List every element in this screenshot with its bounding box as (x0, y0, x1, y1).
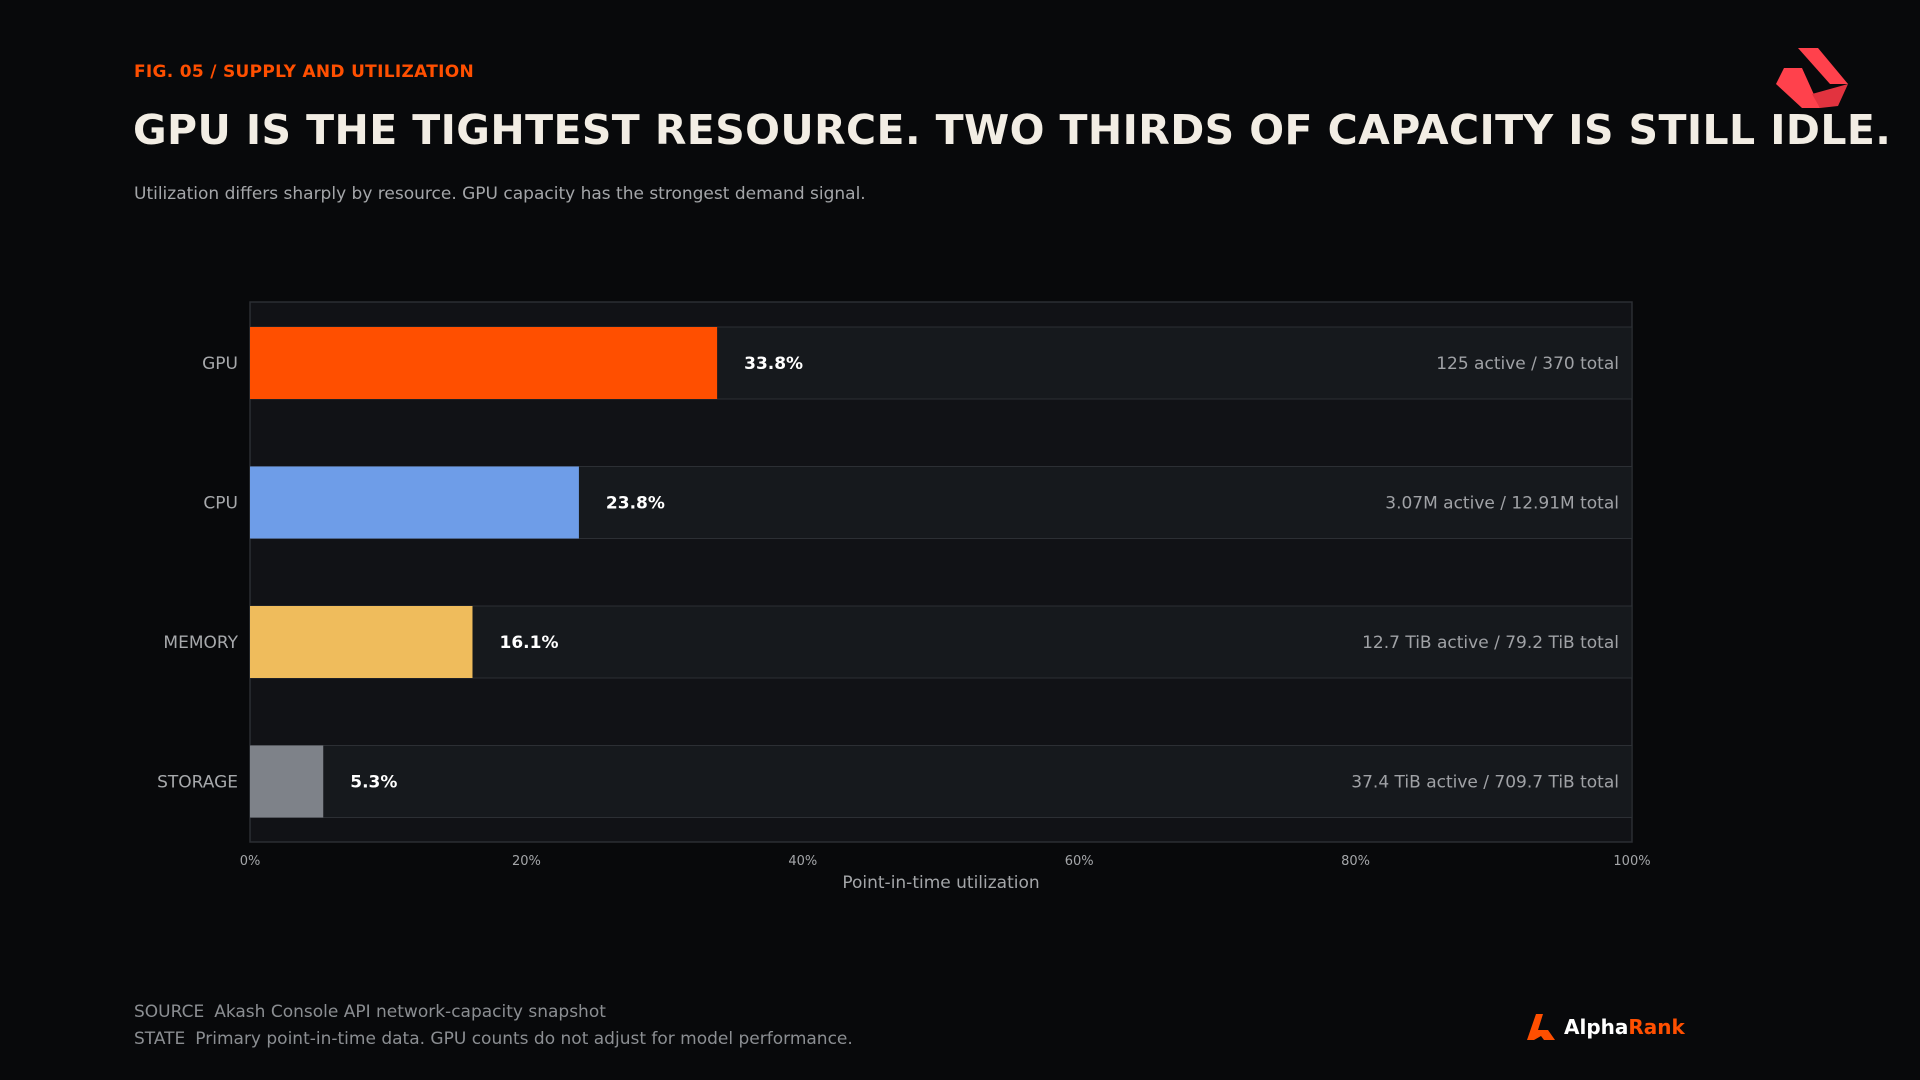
x-tick-label: 80% (1341, 854, 1370, 869)
alpharank-brand: AlphaRank (1526, 1012, 1685, 1042)
brand-rank: Rank (1628, 1015, 1685, 1039)
value-label: 16.1% (500, 633, 559, 653)
value-label: 33.8% (744, 354, 803, 374)
brand-alpha: Alpha (1564, 1015, 1629, 1039)
value-label: 5.3% (350, 773, 397, 793)
x-tick-label: 100% (1613, 854, 1650, 869)
state-text: Primary point-in-time data. GPU counts d… (195, 1029, 853, 1049)
category-label: STORAGE (157, 773, 238, 793)
figure-label: FIG. 05 / SUPPLY AND UTILIZATION (134, 62, 475, 82)
bar-track (249, 745, 1633, 818)
x-tick-label: 60% (1065, 854, 1094, 869)
x-tick-label: 40% (788, 854, 817, 869)
detail-label: 125 active / 370 total (1436, 354, 1619, 374)
detail-label: 12.7 TiB active / 79.2 TiB total (1362, 633, 1619, 653)
source-text: Akash Console API network-capacity snaps… (214, 1002, 606, 1022)
bar-track (249, 605, 1633, 679)
x-tick-label: 0% (240, 854, 261, 869)
bar-storage (250, 745, 324, 818)
category-label: MEMORY (163, 633, 238, 653)
category-label: CPU (203, 494, 238, 514)
bar-gpu (250, 327, 718, 399)
detail-label: 3.07M active / 12.91M total (1385, 494, 1619, 514)
detail-label: 37.4 TiB active / 709.7 TiB total (1351, 773, 1619, 793)
bar-memory (250, 606, 473, 678)
bar-cpu (250, 466, 579, 539)
value-label: 23.8% (606, 494, 665, 514)
footer-state: STATE Primary point-in-time data. GPU cou… (134, 1029, 853, 1049)
x-axis-label: Point-in-time utilization (842, 873, 1039, 893)
akash-logo-icon (1776, 48, 1848, 108)
page-subtitle: Utilization differs sharply by resource.… (134, 184, 866, 204)
footer-source: SOURCE Akash Console API network-capacity… (134, 1002, 606, 1022)
category-label: GPU (202, 354, 238, 374)
alpharank-logo-icon (1527, 1014, 1555, 1040)
state-key: STATE (134, 1029, 186, 1049)
page-title: GPU IS THE TIGHTEST RESOURCE. TWO THIRDS… (133, 106, 1892, 154)
source-key: SOURCE (134, 1002, 205, 1022)
x-tick-label: 20% (512, 854, 541, 869)
